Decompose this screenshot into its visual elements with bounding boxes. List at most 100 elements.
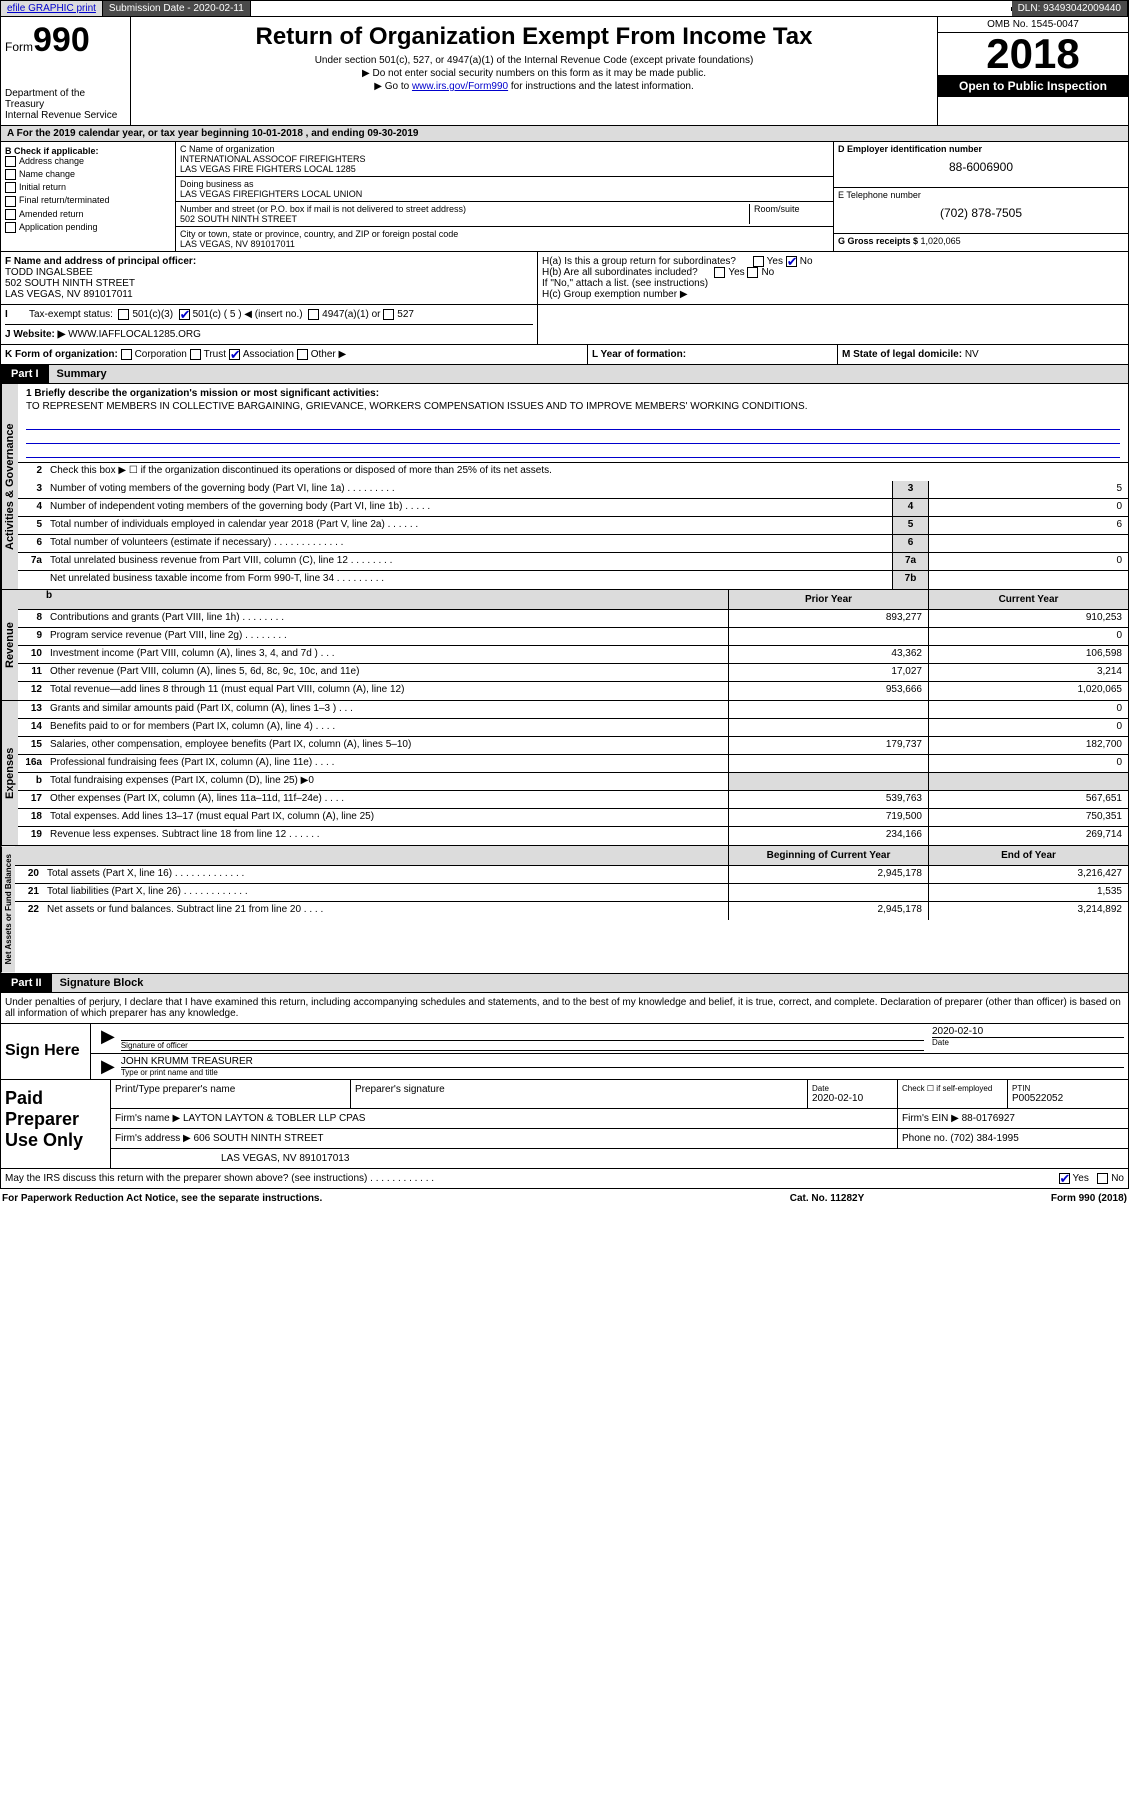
vtab-net-assets: Net Assets or Fund Balances <box>1 846 15 972</box>
chk-address-change[interactable] <box>5 156 16 167</box>
table-row: 13Grants and similar amounts paid (Part … <box>18 701 1128 719</box>
section-activities-governance: Activities & Governance 1 Briefly descri… <box>0 384 1129 590</box>
chk-initial-return[interactable] <box>5 182 16 193</box>
submission-date: Submission Date - 2020-02-11 <box>103 1 251 16</box>
m-label: M State of legal domicile: <box>842 349 965 360</box>
chk-527[interactable] <box>383 309 394 320</box>
firm-addr1: 606 SOUTH NINTH STREET <box>194 1133 324 1144</box>
chk-501c[interactable] <box>179 309 190 320</box>
firm-name: LAYTON LAYTON & TOBLER LLP CPAS <box>183 1113 366 1124</box>
section-bcd: B Check if applicable: Address change Na… <box>0 142 1129 252</box>
table-row: 16aProfessional fundraising fees (Part I… <box>18 755 1128 773</box>
netassets-header-cols: Beginning of Current Year End of Year <box>15 846 1128 866</box>
tax-status-label: Tax-exempt status: <box>29 309 113 320</box>
dba-value: LAS VEGAS FIREFIGHTERS LOCAL UNION <box>180 189 829 199</box>
gross-value: 1,020,065 <box>921 236 961 246</box>
addr-label: Number and street (or P.O. box if mail i… <box>180 204 749 214</box>
part2-header: Part II Signature Block <box>0 974 1129 993</box>
section-fh: F Name and address of principal officer:… <box>0 252 1129 305</box>
table-row: 5Total number of individuals employed in… <box>18 517 1128 535</box>
table-row: 8Contributions and grants (Part VIII, li… <box>18 610 1128 628</box>
hdr-end-year: End of Year <box>928 846 1128 865</box>
table-row: bTotal fundraising expenses (Part IX, co… <box>18 773 1128 791</box>
klm-row: K Form of organization: Corporation Trus… <box>0 345 1129 365</box>
table-row: 11Other revenue (Part VIII, column (A), … <box>18 664 1128 682</box>
table-row: 21Total liabilities (Part X, line 26) . … <box>15 884 1128 902</box>
part2-label: Part II <box>1 974 52 992</box>
officer-name: TODD INGALSBEE <box>5 267 533 278</box>
city-value: LAS VEGAS, NV 891017011 <box>180 239 829 249</box>
print-name-label: Type or print name and title <box>121 1068 1124 1077</box>
irs-form990-link[interactable]: www.irs.gov/Form990 <box>412 81 508 92</box>
section-expenses: Expenses 13Grants and similar amounts pa… <box>0 701 1129 846</box>
part2-title: Signature Block <box>52 974 152 992</box>
chk-name-change[interactable] <box>5 169 16 180</box>
hdr-current-year: Current Year <box>928 590 1128 609</box>
col-b-header: B Check if applicable: <box>5 146 171 156</box>
form-title: Return of Organization Exempt From Incom… <box>137 23 931 51</box>
table-row: 22Net assets or fund balances. Subtract … <box>15 902 1128 920</box>
chk-final-return[interactable] <box>5 196 16 207</box>
sig-officer-label: Signature of officer <box>121 1040 924 1050</box>
ha-yes[interactable] <box>753 256 764 267</box>
website-label: J Website: ▶ <box>5 329 65 340</box>
phone-value: (702) 384-1995 <box>950 1133 1018 1144</box>
vtab-revenue: Revenue <box>1 590 18 700</box>
hb-row: H(b) Are all subordinates included? Yes … <box>542 267 1124 278</box>
sig-date-label: Date <box>932 1037 1124 1047</box>
hb-note: If "No," attach a list. (see instruction… <box>542 278 1124 289</box>
table-row: 19Revenue less expenses. Subtract line 1… <box>18 827 1128 845</box>
table-row: 6Total number of volunteers (estimate if… <box>18 535 1128 553</box>
table-row: 20Total assets (Part X, line 16) . . . .… <box>15 866 1128 884</box>
topbar-spacer <box>251 7 1012 11</box>
discuss-no[interactable] <box>1097 1173 1108 1184</box>
footer-right: Form 990 (2018) <box>927 1193 1127 1204</box>
section-tax-web: I Tax-exempt status: 501(c)(3) 501(c) ( … <box>0 305 1129 345</box>
table-row: 4Number of independent voting members of… <box>18 499 1128 517</box>
subtitle-2: ▶ Do not enter social security numbers o… <box>137 68 931 79</box>
discuss-row: May the IRS discuss this return with the… <box>0 1169 1129 1189</box>
hb-no[interactable] <box>747 267 758 278</box>
tax-year: 2018 <box>938 33 1128 75</box>
ptin-value: P00522052 <box>1012 1093 1124 1104</box>
officer-addr1: 502 SOUTH NINTH STREET <box>5 278 533 289</box>
ein-value: 88-6006900 <box>838 160 1124 174</box>
paid-preparer-block: Paid Preparer Use Only Print/Type prepar… <box>0 1080 1129 1169</box>
website-value: WWW.IAFFLOCAL1285.ORG <box>68 329 201 340</box>
chk-assoc[interactable] <box>229 349 240 360</box>
firm-ein-label: Firm's EIN ▶ <box>902 1113 962 1124</box>
footer-mid: Cat. No. 11282Y <box>727 1193 927 1204</box>
hc-row: H(c) Group exemption number ▶ <box>542 289 1124 300</box>
hb-yes[interactable] <box>714 267 725 278</box>
prep-date-label: Date <box>812 1084 893 1093</box>
chk-4947[interactable] <box>308 309 319 320</box>
year-line: A For the 2019 calendar year, or tax yea… <box>0 126 1129 142</box>
k-label: K Form of organization: <box>5 349 118 360</box>
ha-no[interactable] <box>786 256 797 267</box>
officer-addr2: LAS VEGAS, NV 891017011 <box>5 289 533 300</box>
room-suite-label: Room/suite <box>749 204 829 224</box>
chk-other[interactable] <box>297 349 308 360</box>
org-name-label: C Name of organization <box>180 144 829 154</box>
arrow-icon: ▶ <box>95 1026 121 1051</box>
vtab-expenses: Expenses <box>1 701 18 845</box>
table-row: Net unrelated business taxable income fr… <box>18 571 1128 589</box>
section-revenue: Revenue b Prior Year Current Year 8Contr… <box>0 590 1129 701</box>
chk-trust[interactable] <box>190 349 201 360</box>
part1-title: Summary <box>49 365 115 383</box>
table-row: 12Total revenue—add lines 8 through 11 (… <box>18 682 1128 700</box>
revenue-header-cols: b Prior Year Current Year <box>18 590 1128 610</box>
chk-corp[interactable] <box>121 349 132 360</box>
efile-link[interactable]: efile GRAPHIC print <box>1 1 103 16</box>
table-row: 14Benefits paid to or for members (Part … <box>18 719 1128 737</box>
officer-label: F Name and address of principal officer: <box>5 256 533 267</box>
prep-name-label: Print/Type preparer's name <box>111 1080 351 1108</box>
discuss-yes[interactable] <box>1059 1173 1070 1184</box>
chk-pending[interactable] <box>5 222 16 233</box>
irs-label: Internal Revenue Service <box>5 110 126 121</box>
tel-label: E Telephone number <box>838 190 1124 200</box>
chk-amended[interactable] <box>5 209 16 220</box>
declaration-text: Under penalties of perjury, I declare th… <box>1 993 1128 1023</box>
chk-501c3[interactable] <box>118 309 129 320</box>
table-row: 18Total expenses. Add lines 13–17 (must … <box>18 809 1128 827</box>
